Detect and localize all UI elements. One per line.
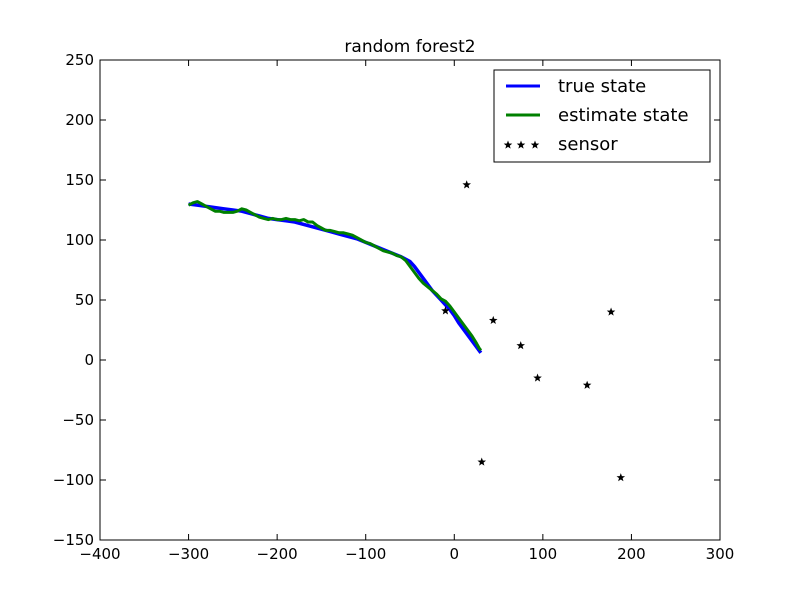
y-tick-label: 50 xyxy=(75,291,94,309)
y-tick-label: 150 xyxy=(65,171,94,189)
chart-title: random forest2 xyxy=(344,37,475,57)
legend-label-sensor: sensor xyxy=(558,134,618,155)
sensor-point xyxy=(462,180,471,189)
y-tick-label: −150 xyxy=(53,531,94,549)
sensor-point xyxy=(488,315,498,325)
plot-area xyxy=(187,180,626,482)
legend-star xyxy=(503,140,513,149)
y-tick-label: 100 xyxy=(65,231,94,249)
y-tick-label: −100 xyxy=(53,471,94,489)
x-tick-label: −100 xyxy=(345,545,386,563)
series-line-estimate-state xyxy=(187,200,483,352)
legend-label-estimate-state: estimate state xyxy=(558,105,689,126)
y-tick-label: −50 xyxy=(62,411,94,429)
sensor-point xyxy=(533,373,542,382)
x-tick-label: 0 xyxy=(450,545,460,563)
legend-swatch-sensor xyxy=(503,140,540,149)
legend-star xyxy=(530,140,540,149)
x-tick-label: −200 xyxy=(257,545,298,563)
sensor-point xyxy=(441,306,450,315)
axes-frame xyxy=(99,59,721,541)
legend-star xyxy=(516,140,526,149)
x-tick-label: 100 xyxy=(529,545,558,563)
y-tick-label: 200 xyxy=(65,111,94,129)
x-tick-label: −300 xyxy=(168,545,209,563)
sensor-point xyxy=(606,307,616,316)
legend: true state estimate state sensor xyxy=(493,69,711,163)
sensor-point xyxy=(582,380,592,389)
y-axis: −150 −100 −50 0 50 100 150 200 250 xyxy=(53,51,720,549)
x-tick-label: −400 xyxy=(79,545,120,563)
y-tick-label: 250 xyxy=(65,51,94,69)
sensor-point xyxy=(477,457,487,466)
x-axis: −400 −300 −200 −100 0 100 200 300 xyxy=(79,60,734,563)
x-tick-label: 200 xyxy=(617,545,646,563)
sensor-point xyxy=(616,473,626,482)
legend-label-true-state: true state xyxy=(558,76,646,97)
sensor-point xyxy=(516,341,525,350)
x-tick-label: 300 xyxy=(706,545,735,563)
y-tick-label: 0 xyxy=(84,351,94,369)
